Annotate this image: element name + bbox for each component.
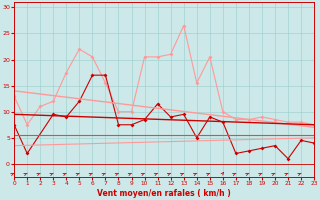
X-axis label: Vent moyen/en rafales ( km/h ): Vent moyen/en rafales ( km/h ) bbox=[97, 189, 231, 198]
